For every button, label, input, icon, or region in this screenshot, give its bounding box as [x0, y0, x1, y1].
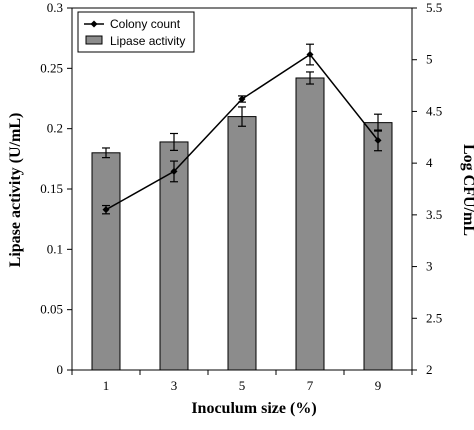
x-tick-label: 9 [375, 378, 382, 393]
colony-count-point [374, 136, 382, 144]
legend-label-colony: Colony count [110, 17, 181, 31]
colony-count-point [238, 95, 246, 103]
y-tick-label: 0.1 [47, 241, 63, 256]
bar-series [91, 71, 393, 371]
x-axis-title: Inoculum size (%) [191, 400, 316, 417]
x-tick-label: 1 [103, 378, 110, 393]
legend: Colony count Lipase activity [77, 11, 195, 53]
y-tick-label: 0 [57, 362, 64, 377]
legend-label-lipase: Lipase activity [110, 34, 185, 48]
y2-tick-label: 3.5 [426, 207, 442, 222]
y2-tick-label: 2 [426, 362, 433, 377]
bar [363, 122, 393, 371]
y-tick-label: 0.25 [40, 60, 63, 75]
colony-count-point [102, 206, 110, 214]
bar [91, 152, 121, 371]
y2-tick-label: 4 [426, 155, 433, 170]
colony-count-point [170, 167, 178, 175]
y2-tick-label: 3 [426, 259, 433, 274]
colony-count-point [306, 51, 314, 59]
legend-box [77, 11, 195, 53]
bar [227, 116, 257, 371]
y-tick-label: 0.15 [40, 181, 63, 196]
axes: 0 0.05 0.1 0.15 0.2 0.25 0.3 2 2.5 3 3.5 4 4.5 5 5.5 1 3… [40, 0, 442, 393]
y2-tick-label: 5 [426, 52, 433, 67]
legend-bar-swatch [85, 35, 103, 45]
y2-tick-label: 5.5 [426, 0, 442, 15]
y-axis-title: Lipase activity (U/mL) [7, 113, 24, 268]
y2-tick-label: 2.5 [426, 310, 442, 325]
x-tick-label: 5 [239, 378, 246, 393]
y2-tick-label: 4.5 [426, 103, 442, 118]
legend-diamond-marker [90, 20, 98, 28]
x-tick-label: 3 [171, 378, 178, 393]
line-series [102, 43, 382, 215]
bar [295, 77, 325, 371]
y-tick-label: 0.05 [40, 302, 63, 317]
y-tick-label: 0.2 [47, 121, 63, 136]
y2-axis-title: Log CFU/mL [460, 144, 474, 236]
y-tick-label: 0.3 [47, 0, 63, 15]
x-tick-label: 7 [307, 378, 314, 393]
